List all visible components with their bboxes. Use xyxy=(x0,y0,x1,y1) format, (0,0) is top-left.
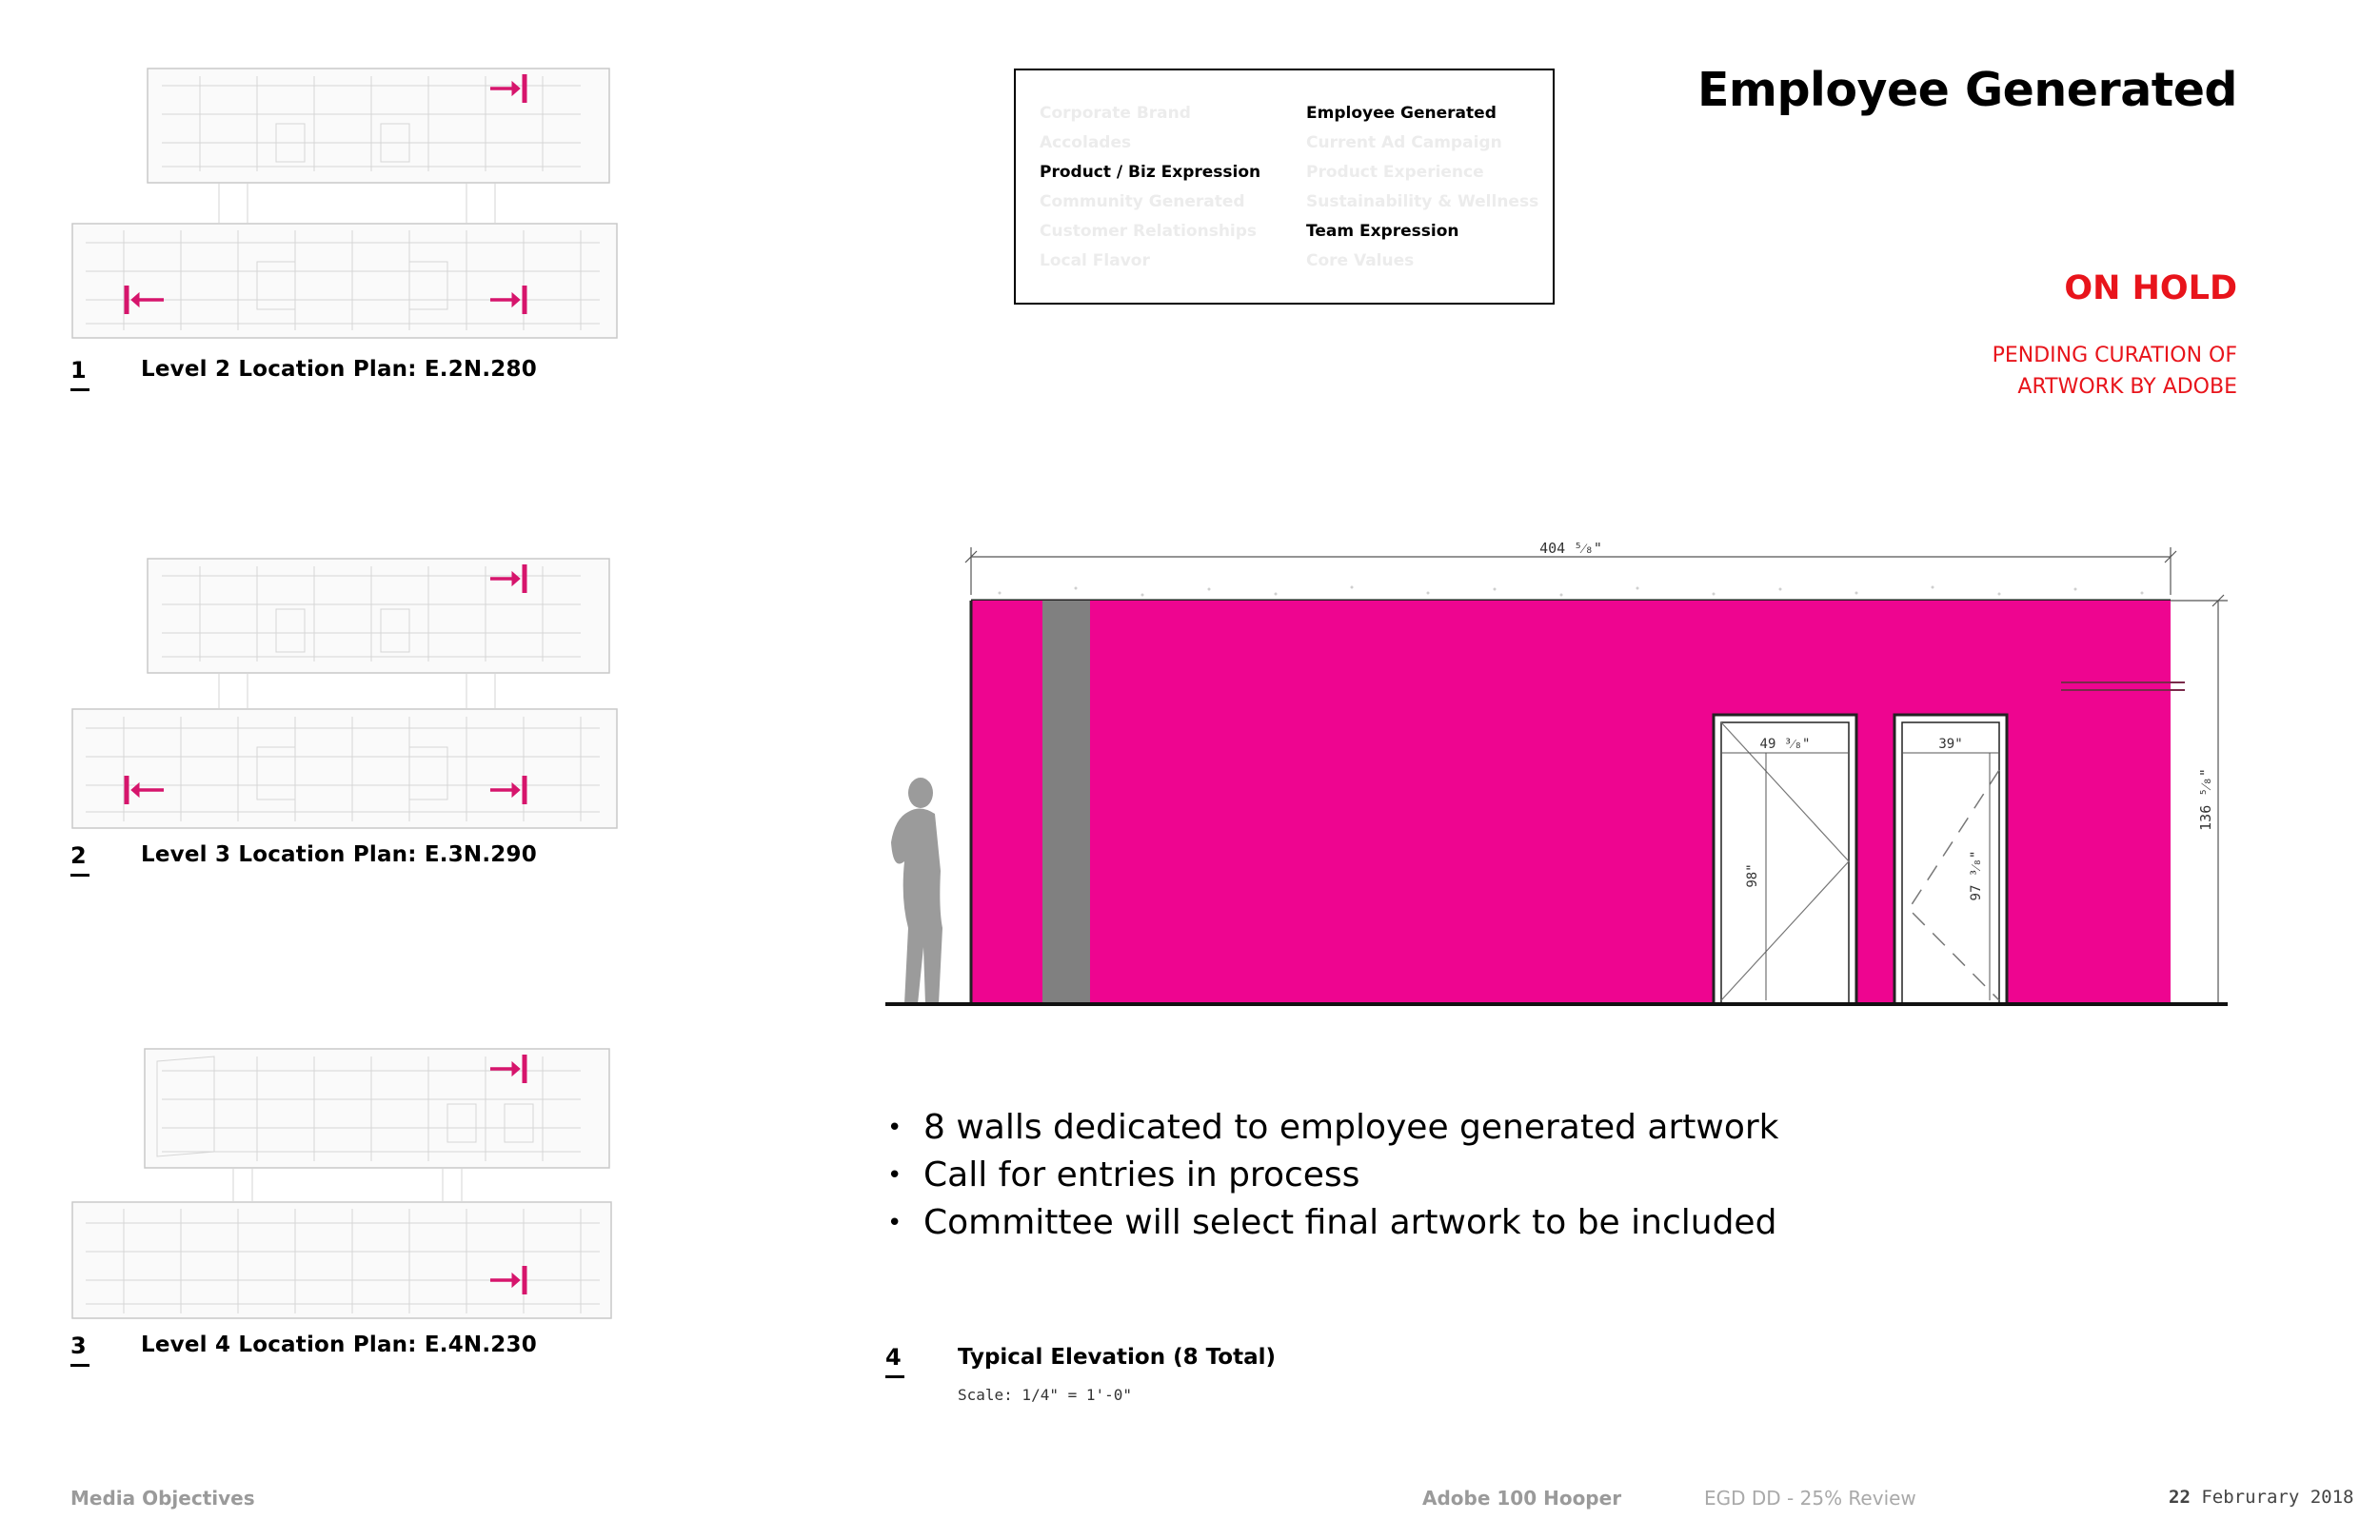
legend-item: Community Generated xyxy=(1040,192,1245,211)
legend-item: Customer Relationships xyxy=(1040,222,1258,241)
elevation-scale: Scale: 1/4" = 1'-0" xyxy=(958,1386,1133,1404)
ceiling-texture xyxy=(998,585,2144,597)
bullet-item: 8 walls dedicated to employee generated … xyxy=(883,1104,1779,1152)
status-badge: ON HOLD xyxy=(2064,269,2237,307)
legend-column-2: Employee Generated Current Ad Campaign P… xyxy=(1306,99,1538,276)
location-marker xyxy=(124,564,527,804)
door-2 xyxy=(1893,713,2009,1006)
level-4-location-plan xyxy=(67,1047,619,1323)
legend-column-1: Corporate Brand Accolades Product / Biz … xyxy=(1040,99,1260,276)
page-title: Employee Generated xyxy=(1696,63,2238,117)
plan-number: 3 xyxy=(70,1333,141,1367)
legend-item-active: Team Expression xyxy=(1306,222,1459,241)
legend-item: Product Experience xyxy=(1306,163,1484,182)
location-marker xyxy=(490,1055,527,1294)
location-marker xyxy=(124,74,527,314)
legend-item-active: Employee Generated xyxy=(1306,104,1497,123)
plan-title: Level 4 Location Plan: E.4N.230 xyxy=(141,1333,537,1357)
legend-item-active: Product / Biz Expression xyxy=(1040,163,1261,182)
structural-column xyxy=(1042,601,1090,1004)
plan-title: Level 2 Location Plan: E.2N.280 xyxy=(141,357,537,382)
legend-item: Accolades xyxy=(1040,133,1132,152)
plan-caption-2: 2 Level 3 Location Plan: E.3N.290 xyxy=(70,842,537,877)
status-note-line: PENDING CURATION OF xyxy=(1992,344,2237,367)
door-1-height-dimension: 98" xyxy=(1745,863,1760,887)
floor-plan-drawing xyxy=(71,68,618,339)
footer-phase: EGD DD - 25% Review xyxy=(1704,1487,1916,1510)
footer-date-rest: Februrary 2018 xyxy=(2190,1487,2354,1508)
level-2-location-plan xyxy=(67,67,619,343)
plan-title: Level 3 Location Plan: E.3N.290 xyxy=(141,842,537,867)
footer-project: Adobe 100 Hooper xyxy=(1422,1487,1622,1510)
bullet-item: Committee will select final artwork to b… xyxy=(883,1199,1779,1247)
key-points-list: 8 walls dedicated to employee generated … xyxy=(883,1104,1779,1247)
status-note-line: ARTWORK BY ADOBE xyxy=(2017,375,2237,399)
footer-date: 22 Februrary 2018 xyxy=(2169,1487,2353,1508)
level-3-location-plan xyxy=(67,557,619,833)
legend-item: Local Flavor xyxy=(1040,251,1150,270)
elevation-title: Typical Elevation (8 Total) xyxy=(958,1345,1276,1370)
plan-caption-1: 1 Level 2 Location Plan: E.2N.280 xyxy=(70,357,537,391)
footer-section: Media Objectives xyxy=(70,1487,255,1510)
door-2-height-dimension: 97 ³⁄₈" xyxy=(1969,851,1984,901)
legend-item: Corporate Brand xyxy=(1040,104,1191,123)
plan-number: 2 xyxy=(70,842,141,877)
door-1-width-dimension: 49 ³⁄₈" xyxy=(1760,737,1811,752)
footer-date-day: 22 xyxy=(2169,1487,2191,1508)
human-scale-figure xyxy=(891,778,942,1004)
door-2-width-dimension: 39" xyxy=(1938,737,1962,752)
status-note: PENDING CURATION OF ARTWORK BY ADOBE xyxy=(1856,340,2237,403)
elevation-drawing: 404 ⁵⁄₈" 49 ³⁄₈" 98" xyxy=(885,540,2228,1006)
bullet-item: Call for entries in process xyxy=(883,1152,1779,1199)
overall-width-dimension: 404 ⁵⁄₈" xyxy=(1539,540,1602,557)
door-1 xyxy=(1712,713,1858,1006)
typical-elevation: 404 ⁵⁄₈" 49 ³⁄₈" 98" xyxy=(876,528,2237,1023)
wall-height-dimension: 136 ⁵⁄₈" xyxy=(2197,768,2214,831)
plan-caption-3: 3 Level 4 Location Plan: E.4N.230 xyxy=(70,1333,537,1367)
plan-number: 1 xyxy=(70,357,141,391)
elevation-number: 4 xyxy=(885,1344,904,1378)
legend-item: Current Ad Campaign xyxy=(1306,133,1502,152)
floor-plan-drawing xyxy=(71,558,618,829)
legend-item: Core Values xyxy=(1306,251,1415,270)
legend-item: Sustainability & Wellness xyxy=(1306,192,1539,211)
floor-plan-drawing xyxy=(71,1048,612,1319)
category-legend: Corporate Brand Accolades Product / Biz … xyxy=(1014,69,1555,305)
